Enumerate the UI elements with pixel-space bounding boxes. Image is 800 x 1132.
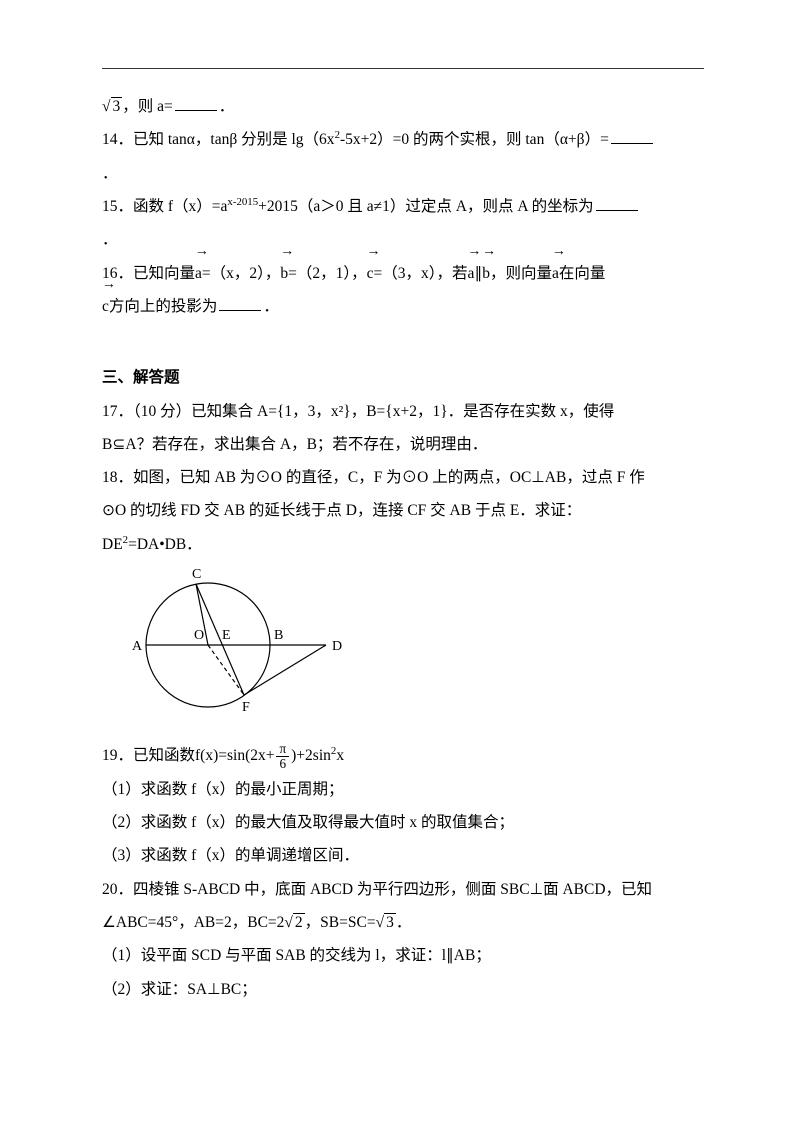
q16-l2-text: 方向上的投影为 (109, 298, 218, 315)
q15-prefix: 15．函数 f（x）=a (102, 198, 227, 215)
q19-after-frac: )+2sin (291, 747, 331, 764)
question-20-line1: 20．四棱锥 S‑ABCD 中，底面 ABCD 为平行四边形，侧面 SBC⊥面 … (102, 873, 700, 906)
q18-rest: =DA•DB． (128, 536, 202, 553)
question-18-line2: ⊙O 的切线 FD 交 AB 的延长线于点 D，连接 CF 交 AB 于点 E．… (102, 494, 700, 527)
q18-de: DE (102, 536, 123, 553)
q14-prefix: 14．已知 tanα，tanβ 分别是 lg（6x (102, 131, 335, 148)
vector-b: b (280, 257, 288, 290)
header-rule (102, 68, 704, 69)
q19-fx: f(x)=sin(2x+ (195, 747, 274, 764)
svg-text:D: D (332, 639, 342, 654)
q16-eq-a: =（x，2）， (202, 265, 281, 282)
vector-c: c (367, 257, 374, 290)
answer-blank (611, 129, 653, 144)
question-13-tail: √3，则 a= ． (102, 90, 700, 123)
q16-eq-c: =（3，x），若 (374, 265, 468, 282)
frac-num: π (276, 742, 289, 756)
q15-mid: +2015（a＞0 且 a≠1）过定点 A，则点 A 的坐标为 (258, 198, 593, 215)
answer-blank (175, 96, 217, 111)
svg-text:B: B (274, 628, 283, 643)
question-20-line2: ∠ABC=45°，AB=2，BC=2√2，SB=SC=√3． (102, 906, 700, 939)
content-body: √3，则 a=． 14．已知 tanα，tanβ 分别是 lg（6x2‑5x+2… (102, 90, 700, 1006)
vector-a: a (552, 257, 559, 290)
sqrt-2: √2 (284, 913, 304, 931)
superscript-exp: x‑2015 (227, 196, 258, 208)
frac-den: 6 (276, 756, 289, 771)
question-14: 14．已知 tanα，tanβ 分别是 lg（6x2‑5x+2）=0 的两个实根… (102, 123, 700, 156)
circle-diagram-svg: A B O C E F D (108, 565, 356, 725)
question-19-part1: （1）求函数 f（x）的最小正周期； (102, 773, 700, 806)
question-20-part1: （1）设平面 SCD 与平面 SAB 的交线为 l，求证：l∥AB； (102, 939, 700, 972)
q13-text: ，则 a= (122, 98, 173, 115)
q16-tail: 在向量 (559, 265, 606, 282)
question-19: 19．已知函数f(x)=sin(2x+π6)+2sin2x (102, 739, 700, 772)
sqrt-3: √3 (102, 97, 122, 115)
period: ． (263, 298, 279, 315)
question-18-line3: DE2=DA•DB． (102, 528, 700, 561)
document-page: √3，则 a=． 14．已知 tanα，tanβ 分别是 lg（6x2‑5x+2… (0, 0, 800, 1132)
question-16-line1: 16．已知向量a=（x，2），b=（2，1），c=（3，x），若a∥b，则向量a… (102, 257, 700, 290)
fraction-pi-over-6: π6 (276, 742, 289, 771)
answer-blank (219, 296, 261, 311)
question-15: 15．函数 f（x）=ax‑2015+2015（a＞0 且 a≠1）过定点 A，… (102, 190, 700, 223)
question-17-line1: 17．（10 分）已知集合 A={1，3，x²}，B={x+2，1}．是否存在实… (102, 395, 700, 428)
q19-tail: x (336, 747, 344, 764)
q14-mid: ‑5x+2）=0 的两个实根，则 tan（α+β）= (340, 131, 609, 148)
question-19-part3: （3）求函数 f（x）的单调递增区间． (102, 839, 700, 872)
svg-text:C: C (192, 567, 201, 582)
svg-text:E: E (222, 628, 231, 643)
period: ． (102, 165, 118, 182)
q19-prefix: 19．已知函数 (102, 747, 195, 764)
q20-l2a: ∠ABC=45°，AB=2，BC=2 (102, 914, 284, 931)
vector-b: b (482, 257, 490, 290)
spacer (102, 323, 700, 333)
svg-text:A: A (132, 639, 143, 654)
question-19-part2: （2）求函数 f（x）的最大值及取得最大值时 x 的取值集合； (102, 806, 700, 839)
question-17-line2: B⊆A？若存在，求出集合 A，B；若不存在，说明理由． (102, 428, 700, 461)
q16-end: ，则向量 (490, 265, 552, 282)
q16-prefix: 16．已知向量 (102, 265, 195, 282)
section-3-title: 三、解答题 (102, 361, 700, 394)
period: ． (219, 98, 235, 115)
parallel-icon: ∥ (474, 265, 482, 282)
vector-a: a (468, 257, 475, 290)
sqrt-3: √3 (376, 913, 396, 931)
period: ． (102, 231, 118, 248)
question-20-part2: （2）求证：SA⊥BC； (102, 973, 700, 1006)
q20-l2c: ． (396, 914, 412, 931)
svg-text:F: F (242, 700, 250, 715)
question-15-period: ． (102, 223, 700, 256)
vector-a: a (195, 257, 202, 290)
question-14-period: ． (102, 157, 700, 190)
question-18-line1: 18．如图，已知 AB 为⊙O 的直径，C，F 为⊙O 上的两点，OC⊥AB，过… (102, 461, 700, 494)
vector-c: c (102, 290, 109, 323)
question-18-figure: A B O C E F D (108, 565, 700, 737)
svg-text:O: O (194, 628, 204, 643)
q16-eq-b: =（2，1）， (288, 265, 367, 282)
q20-l2b: ，SB=SC= (305, 914, 376, 931)
answer-blank (596, 196, 638, 211)
question-16-line2: c方向上的投影为 ． (102, 290, 700, 323)
